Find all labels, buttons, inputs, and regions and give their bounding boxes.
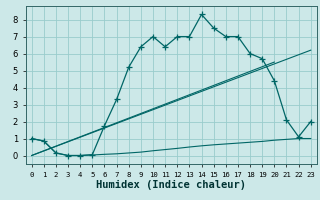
X-axis label: Humidex (Indice chaleur): Humidex (Indice chaleur) xyxy=(96,180,246,190)
